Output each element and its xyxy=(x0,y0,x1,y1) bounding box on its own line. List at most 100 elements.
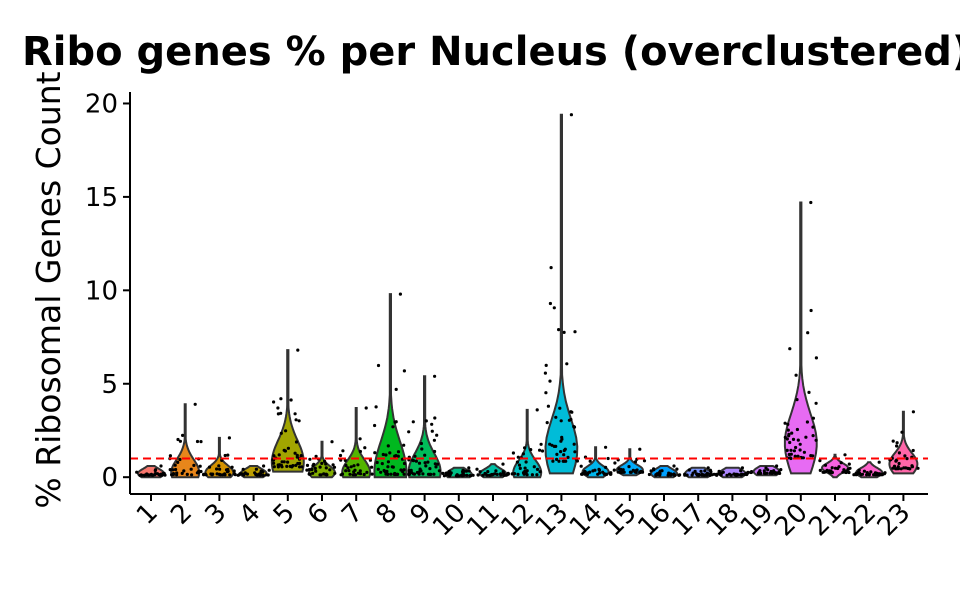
data-point xyxy=(286,460,290,464)
data-point xyxy=(230,465,234,469)
data-point xyxy=(569,113,574,117)
data-point xyxy=(899,467,903,471)
data-point xyxy=(807,390,811,394)
data-point xyxy=(598,471,602,475)
data-point xyxy=(199,440,203,444)
x-tick-label: 2 xyxy=(165,498,198,531)
data-point xyxy=(847,462,851,466)
data-point xyxy=(423,461,427,465)
data-point xyxy=(687,468,691,472)
data-point xyxy=(552,306,556,310)
data-point xyxy=(351,473,355,477)
data-point xyxy=(532,465,536,469)
data-point xyxy=(386,444,390,448)
data-point xyxy=(159,472,163,476)
data-point xyxy=(572,442,576,446)
data-point xyxy=(423,453,427,457)
data-point xyxy=(546,404,551,408)
data-point xyxy=(407,430,411,434)
data-point xyxy=(180,471,184,475)
data-point xyxy=(725,473,729,477)
data-point xyxy=(276,406,280,410)
data-point xyxy=(415,470,419,475)
data-point xyxy=(171,472,176,476)
data-point xyxy=(243,471,247,475)
data-point xyxy=(575,459,580,463)
data-point xyxy=(640,470,645,474)
data-point xyxy=(390,465,394,469)
data-point xyxy=(376,467,380,471)
data-point xyxy=(346,466,350,470)
data-point xyxy=(739,473,743,477)
data-point xyxy=(814,438,818,442)
data-point xyxy=(465,473,469,477)
data-point xyxy=(476,473,480,477)
data-point xyxy=(554,415,558,419)
data-point xyxy=(677,473,681,477)
data-point xyxy=(363,446,367,450)
data-point xyxy=(635,468,639,472)
data-point xyxy=(538,470,542,474)
data-point xyxy=(538,448,542,452)
data-point xyxy=(779,468,783,472)
data-point xyxy=(435,433,439,437)
data-point xyxy=(358,449,362,454)
data-point xyxy=(294,418,298,422)
data-point xyxy=(654,473,658,477)
data-point xyxy=(790,431,794,435)
data-point xyxy=(916,466,920,470)
data-point xyxy=(862,469,867,473)
data-point xyxy=(409,468,413,472)
data-point xyxy=(683,472,687,476)
data-point xyxy=(298,461,302,465)
data-point xyxy=(428,467,432,471)
data-point xyxy=(570,410,574,414)
data-point xyxy=(573,330,577,334)
data-point xyxy=(424,419,428,423)
data-point xyxy=(545,421,549,425)
data-point xyxy=(417,461,422,465)
data-point xyxy=(612,468,616,472)
data-point xyxy=(348,472,352,476)
data-point xyxy=(552,444,556,448)
data-point xyxy=(324,466,328,470)
data-point xyxy=(349,465,353,469)
data-point xyxy=(501,462,505,466)
data-point xyxy=(379,470,383,474)
data-point xyxy=(392,472,396,476)
data-point xyxy=(279,431,283,435)
data-point xyxy=(882,472,887,476)
data-point xyxy=(895,444,899,448)
data-point xyxy=(827,470,831,474)
data-point xyxy=(433,449,437,454)
data-point xyxy=(785,448,789,452)
data-point xyxy=(609,471,613,475)
data-point xyxy=(332,465,337,469)
data-point xyxy=(704,473,708,477)
data-point xyxy=(795,427,800,432)
data-point xyxy=(314,469,318,473)
data-point xyxy=(627,465,631,469)
violin-5 xyxy=(270,349,305,473)
data-point xyxy=(373,423,377,428)
data-point xyxy=(895,441,899,445)
data-point xyxy=(328,468,332,472)
data-point xyxy=(811,434,815,438)
data-point xyxy=(523,446,527,450)
data-point xyxy=(798,442,802,446)
data-point xyxy=(318,473,322,477)
data-point xyxy=(605,472,609,476)
data-point xyxy=(770,471,774,475)
data-point xyxy=(223,473,227,477)
data-point xyxy=(604,465,608,469)
data-point xyxy=(386,460,390,464)
data-point xyxy=(437,469,441,473)
data-point xyxy=(325,473,329,477)
data-point xyxy=(398,292,402,296)
data-point xyxy=(419,441,423,446)
data-point xyxy=(475,467,479,471)
data-point xyxy=(846,467,850,471)
data-point xyxy=(638,470,642,474)
data-point xyxy=(261,473,265,477)
data-point xyxy=(566,455,570,459)
